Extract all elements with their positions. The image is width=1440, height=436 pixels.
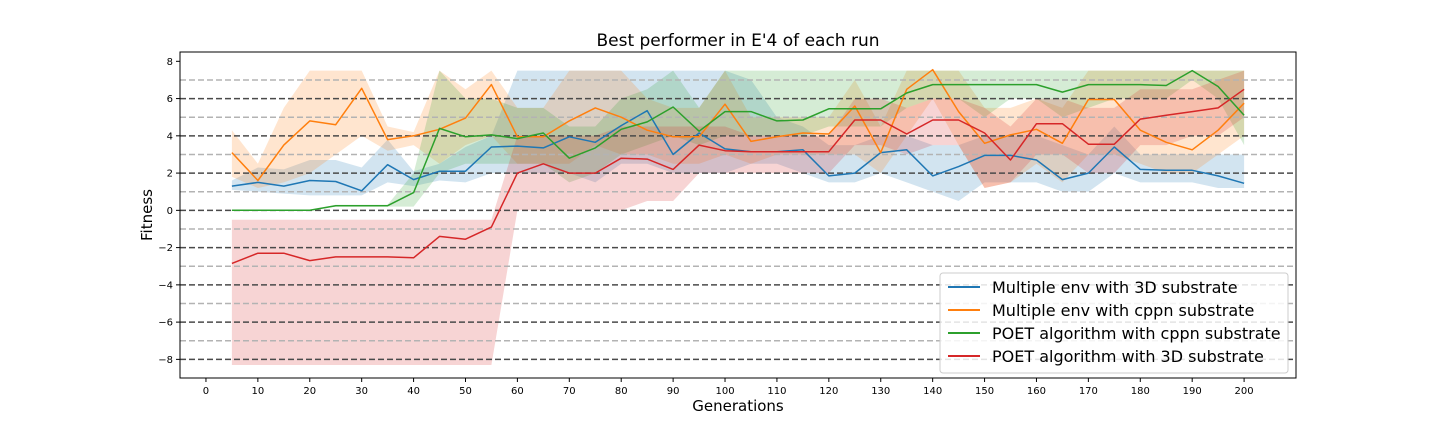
line-series-3 — [231, 69, 1245, 212]
y-tick-label: −4 — [158, 280, 173, 291]
x-tick-label: 100 — [715, 386, 734, 397]
line-series-1 — [231, 109, 1245, 192]
y-tick-label: −2 — [158, 243, 173, 254]
x-tick-label: 60 — [511, 386, 524, 397]
line-series-2 — [231, 68, 1245, 182]
y-tick-label: 0 — [167, 206, 173, 217]
x-tick-label: 20 — [303, 386, 316, 397]
x-tick-label: 200 — [1235, 386, 1254, 397]
x-tick-label: 120 — [819, 386, 838, 397]
chart-title: Best performer in E'4 of each run — [596, 31, 879, 51]
y-tick-label: 6 — [167, 94, 173, 105]
x-tick-label: 50 — [459, 386, 472, 397]
plot-frame — [179, 51, 1297, 379]
y-tick-label: 2 — [167, 169, 173, 180]
x-axis-label: Generations — [692, 397, 784, 415]
x-tick-label: 180 — [1131, 386, 1150, 397]
x-tick-label: 140 — [923, 386, 942, 397]
band-series-4 — [231, 70, 1245, 365]
x-tick-label: 0 — [203, 386, 209, 397]
legend-label: Multiple env with cppn substrate — [992, 301, 1254, 320]
y-axis-label: Fitness — [138, 189, 156, 241]
y-tick-label: −6 — [158, 318, 173, 329]
legend-label: POET algorithm with 3D substrate — [992, 347, 1264, 366]
x-tick-label: 10 — [251, 386, 264, 397]
x-tick-label: 80 — [615, 386, 628, 397]
x-tick-label: 90 — [667, 386, 680, 397]
band-series-3 — [231, 70, 1245, 211]
legend-label: POET algorithm with cppn substrate — [992, 324, 1281, 343]
x-tick-label: 160 — [1027, 386, 1046, 397]
band-series-2 — [231, 70, 1245, 188]
legend: Multiple env with 3D substrate Multiple e… — [939, 272, 1289, 374]
y-tick-label: −8 — [158, 355, 173, 366]
x-tick-label: 110 — [767, 386, 786, 397]
x-tick-label: 70 — [563, 386, 576, 397]
x-tick-label: 130 — [871, 386, 890, 397]
x-tick-label: 170 — [1079, 386, 1098, 397]
line-series-4 — [231, 88, 1245, 265]
x-tick-label: 190 — [1183, 386, 1202, 397]
x-tick-label: 40 — [407, 386, 420, 397]
x-tick-label: 30 — [355, 386, 368, 397]
legend-box — [939, 272, 1289, 374]
y-tick-label: 4 — [167, 131, 173, 142]
y-tick-label: 8 — [167, 57, 173, 68]
legend-label: Multiple env with 3D substrate — [992, 278, 1238, 297]
x-tick-label: 150 — [975, 386, 994, 397]
